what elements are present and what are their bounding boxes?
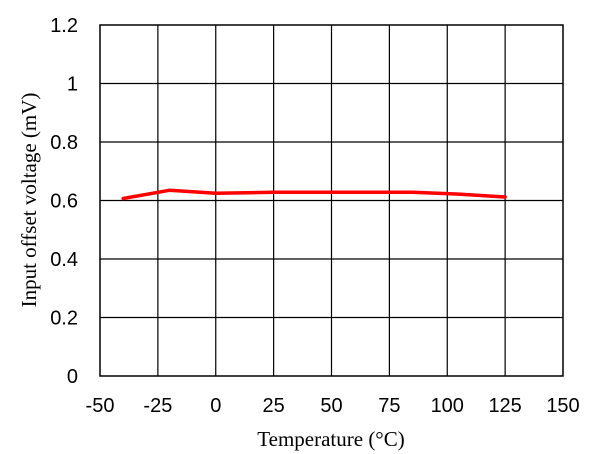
x-axis-title: Temperature (°C) xyxy=(257,427,404,451)
series-line xyxy=(121,188,507,201)
y-tick-label: 0 xyxy=(67,366,78,388)
x-tick-label: 150 xyxy=(546,395,579,417)
x-tick-label: 50 xyxy=(320,395,342,417)
y-tick-label: 0.8 xyxy=(50,132,78,154)
x-tick-label: 0 xyxy=(210,395,221,417)
x-tick-label: -25 xyxy=(143,395,172,417)
y-tick-labels: 0 0.2 0.4 0.6 0.8 1 1.2 xyxy=(50,15,78,388)
y-tick-label: 0.2 xyxy=(50,308,78,330)
y-tick-label: 1 xyxy=(67,74,78,96)
x-tick-label: 125 xyxy=(488,395,521,417)
plot-border xyxy=(99,24,564,377)
series-layer xyxy=(121,188,507,201)
y-tick-label: 0.6 xyxy=(50,191,78,213)
x-tick-label: 100 xyxy=(431,395,464,417)
x-tick-labels: -50 -25 0 25 50 75 100 125 150 xyxy=(86,395,580,417)
x-tick-label: -50 xyxy=(86,395,115,417)
gridlines xyxy=(100,25,563,376)
y-tick-label: 1.2 xyxy=(50,15,78,37)
y-axis-title: Input offset voltage (mV) xyxy=(17,93,41,308)
x-tick-label: 25 xyxy=(263,395,285,417)
x-tick-label: 75 xyxy=(378,395,400,417)
y-tick-label: 0.4 xyxy=(50,249,78,271)
